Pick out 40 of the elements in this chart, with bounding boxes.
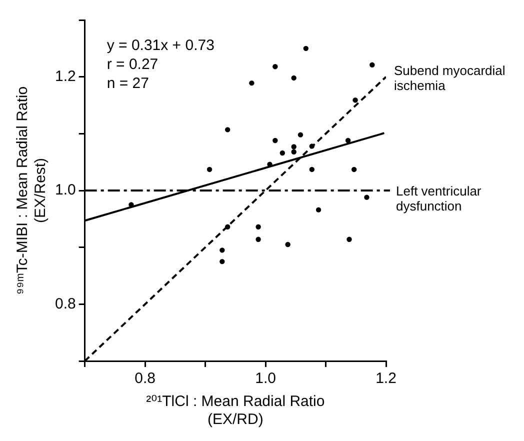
point xyxy=(249,80,254,86)
annotation: n = 27 xyxy=(106,75,149,92)
y-tick-label: 1.2 xyxy=(54,68,76,85)
point xyxy=(370,62,375,68)
point xyxy=(303,46,308,52)
point xyxy=(291,144,296,150)
y-tick-label: 0.8 xyxy=(54,295,76,312)
point xyxy=(256,236,261,242)
ref-line-label: Left ventricular dysfunction xyxy=(396,184,482,214)
point xyxy=(267,162,272,167)
point xyxy=(351,166,357,172)
point xyxy=(285,242,290,248)
point xyxy=(316,207,322,212)
point xyxy=(309,144,315,149)
point xyxy=(364,194,370,200)
point xyxy=(272,138,278,144)
point xyxy=(220,248,225,253)
point xyxy=(224,224,230,230)
x-tick-label: 1.2 xyxy=(376,370,396,388)
point xyxy=(346,236,352,242)
point xyxy=(220,258,225,264)
y-tick-label: 1.0 xyxy=(54,182,76,199)
y-axis-title: ⁹⁹ᵐTc-MIBI : Mean Radial Ratio (EX/Rest) xyxy=(14,86,50,295)
point xyxy=(298,132,304,138)
point xyxy=(345,138,351,144)
point xyxy=(256,224,261,230)
point xyxy=(206,166,212,172)
point xyxy=(280,150,286,156)
point xyxy=(309,166,315,172)
point xyxy=(224,127,230,132)
x-tick-label: 0.8 xyxy=(134,370,156,388)
point xyxy=(352,98,358,103)
point xyxy=(291,149,296,154)
point xyxy=(272,64,278,70)
point xyxy=(291,75,296,81)
annotation: y = 0.31x + 0.73 xyxy=(106,37,214,54)
annotation: r = 0.27 xyxy=(106,56,158,73)
series-label: Subend myocardial ischemia xyxy=(394,62,506,93)
x-axis-title: ²⁰¹TlCl : Mean Radial Ratio (EX/RD) xyxy=(146,393,325,428)
x-tick-label: 1.0 xyxy=(255,370,276,388)
